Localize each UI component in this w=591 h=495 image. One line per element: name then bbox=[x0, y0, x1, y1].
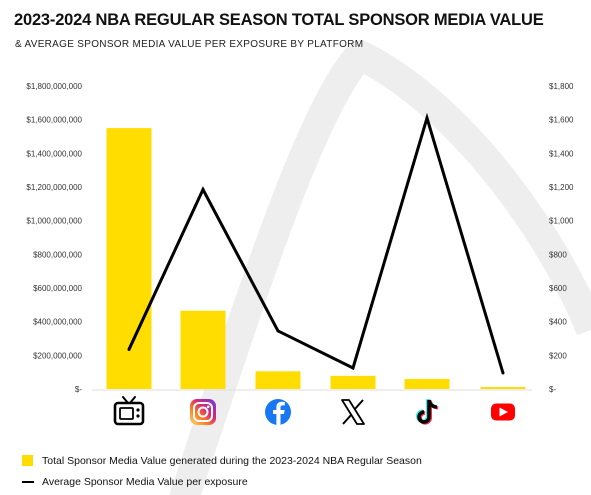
line-path bbox=[127, 112, 505, 374]
bar bbox=[180, 310, 226, 389]
legend-item-line: Average Sponsor Media Value per exposure bbox=[22, 471, 422, 492]
right-tick-label: $400 bbox=[549, 318, 567, 327]
tiktok-icon bbox=[416, 398, 439, 425]
bar-series bbox=[106, 128, 526, 390]
line-point bbox=[425, 116, 429, 120]
facebook-icon bbox=[265, 399, 291, 425]
instagram-icon bbox=[190, 399, 216, 425]
bar bbox=[330, 375, 376, 389]
bar bbox=[106, 128, 152, 390]
left-tick-label: $600,000,000 bbox=[33, 284, 82, 293]
line-point bbox=[201, 188, 205, 192]
chart-subtitle: & AVERAGE SPONSOR MEDIA VALUE PER EXPOSU… bbox=[15, 39, 364, 50]
line-point bbox=[276, 329, 280, 333]
bar bbox=[404, 378, 450, 389]
right-tick-label: $1,200 bbox=[549, 183, 574, 192]
tv-icon bbox=[113, 396, 145, 426]
chart-title: 2023-2024 NBA REGULAR SEASON TOTAL SPONS… bbox=[14, 11, 544, 29]
left-tick-label: $- bbox=[75, 385, 82, 394]
right-tick-label: $800 bbox=[549, 250, 567, 259]
left-tick-label: $1,600,000,000 bbox=[26, 116, 82, 125]
legend: Total Sponsor Media Value generated duri… bbox=[22, 450, 422, 492]
left-tick-label: $1,200,000,000 bbox=[26, 183, 82, 192]
left-tick-label: $200,000,000 bbox=[33, 351, 82, 360]
line-series bbox=[127, 112, 505, 375]
right-tick-label: $1,400 bbox=[549, 149, 574, 158]
left-tick-label: $1,800,000,000 bbox=[26, 82, 82, 91]
right-axis: $- $200 $400 $600 $800 $1,000 $1,200 $1,400 $1,6… bbox=[549, 82, 574, 394]
right-tick-label: $200 bbox=[549, 351, 567, 360]
left-tick-label: $400,000,000 bbox=[33, 318, 82, 327]
category-icons bbox=[113, 396, 515, 426]
left-tick-label: $1,000,000,000 bbox=[26, 217, 82, 226]
right-tick-label: $600 bbox=[549, 284, 567, 293]
right-tick-label: $1,000 bbox=[549, 217, 574, 226]
bar bbox=[480, 386, 526, 389]
line-point bbox=[127, 347, 131, 351]
right-tick-label: $- bbox=[549, 385, 556, 394]
legend-line-swatch bbox=[22, 480, 34, 483]
youtube-icon bbox=[491, 403, 515, 421]
left-axis: $- $200,000,000 $400,000,000 $600,000,000 $8… bbox=[26, 82, 82, 394]
left-tick-label: $800,000,000 bbox=[33, 250, 82, 259]
legend-bar-label: Total Sponsor Media Value generated duri… bbox=[42, 454, 422, 467]
legend-item-bar: Total Sponsor Media Value generated duri… bbox=[22, 450, 422, 471]
left-tick-label: $1,400,000,000 bbox=[26, 149, 82, 158]
bar bbox=[255, 371, 301, 389]
line-point bbox=[351, 366, 355, 370]
legend-line-label: Average Sponsor Media Value per exposure bbox=[42, 475, 248, 488]
right-tick-label: $1,600 bbox=[549, 116, 574, 125]
x-icon bbox=[341, 399, 365, 425]
right-tick-label: $1,800 bbox=[549, 82, 574, 91]
line-point bbox=[501, 371, 505, 375]
legend-bar-swatch bbox=[22, 455, 33, 466]
